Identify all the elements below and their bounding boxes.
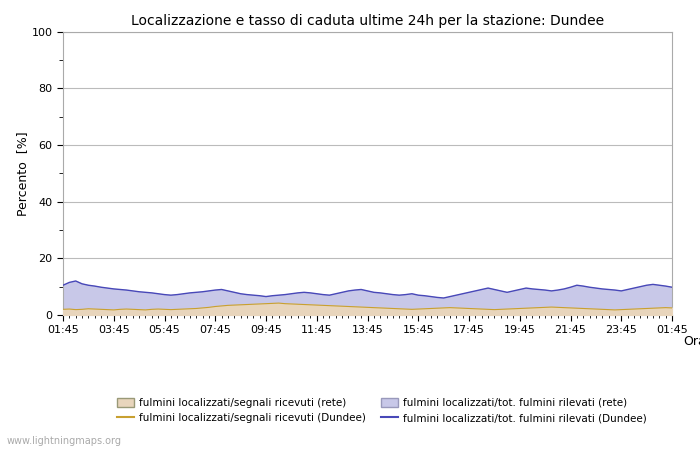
Title: Localizzazione e tasso di caduta ultime 24h per la stazione: Dundee: Localizzazione e tasso di caduta ultime …	[131, 14, 604, 27]
Y-axis label: Percento  [%]: Percento [%]	[16, 131, 29, 216]
Text: www.lightningmaps.org: www.lightningmaps.org	[7, 436, 122, 446]
Legend: fulmini localizzati/segnali ricevuti (rete), fulmini localizzati/segnali ricevut: fulmini localizzati/segnali ricevuti (re…	[117, 398, 647, 423]
X-axis label: Orario: Orario	[683, 335, 700, 348]
